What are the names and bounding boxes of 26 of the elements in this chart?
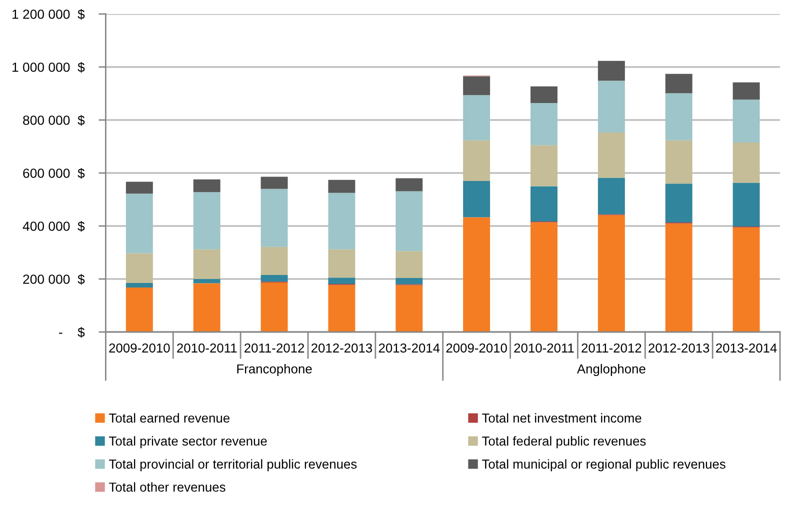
x-tick-label: 2013-2014	[378, 343, 440, 353]
x-tick-label: 2011-2012	[244, 343, 304, 353]
y-tick-label: 1 200 000 $	[12, 9, 85, 20]
x-tick-label: 2009-2010	[446, 343, 507, 353]
y-tick-label: - $	[59, 327, 85, 338]
x-tick-label: 2011-2012	[582, 343, 642, 353]
legend-label: Total federal public revenues	[482, 436, 646, 448]
x-tick-label: 2010-2011	[177, 343, 237, 353]
y-tick-label: 800 000 $	[23, 115, 85, 126]
text: Francophone	[237, 364, 312, 376]
x-tick-label: 2010-2011	[514, 343, 574, 353]
y-tick-label: 600 000 $	[23, 168, 85, 179]
legend-label: Total municipal or regional public revenues	[482, 459, 726, 472]
y-tick-label: 400 000 $	[22, 221, 85, 232]
legend-label: Total net investment income	[482, 413, 642, 423]
legend-label: Total provincial or territorial public revenues	[109, 459, 357, 472]
legend-label: Total earned revenue	[109, 413, 230, 423]
y-tick-label: 1 000 000 $	[12, 62, 85, 73]
x-tick-label: 2009-2010	[109, 343, 170, 353]
y-tick-label: 200 000 $	[23, 274, 85, 285]
x-tick-label: 2012-2013	[311, 343, 372, 353]
legend-label: Total private sector revenue	[109, 436, 267, 448]
legend-label: Total other revenues	[109, 482, 226, 492]
text: Anglophone	[576, 364, 646, 376]
x-tick-label: 2012-2013	[648, 343, 710, 353]
x-tick-label: 2013-2014	[716, 343, 777, 353]
